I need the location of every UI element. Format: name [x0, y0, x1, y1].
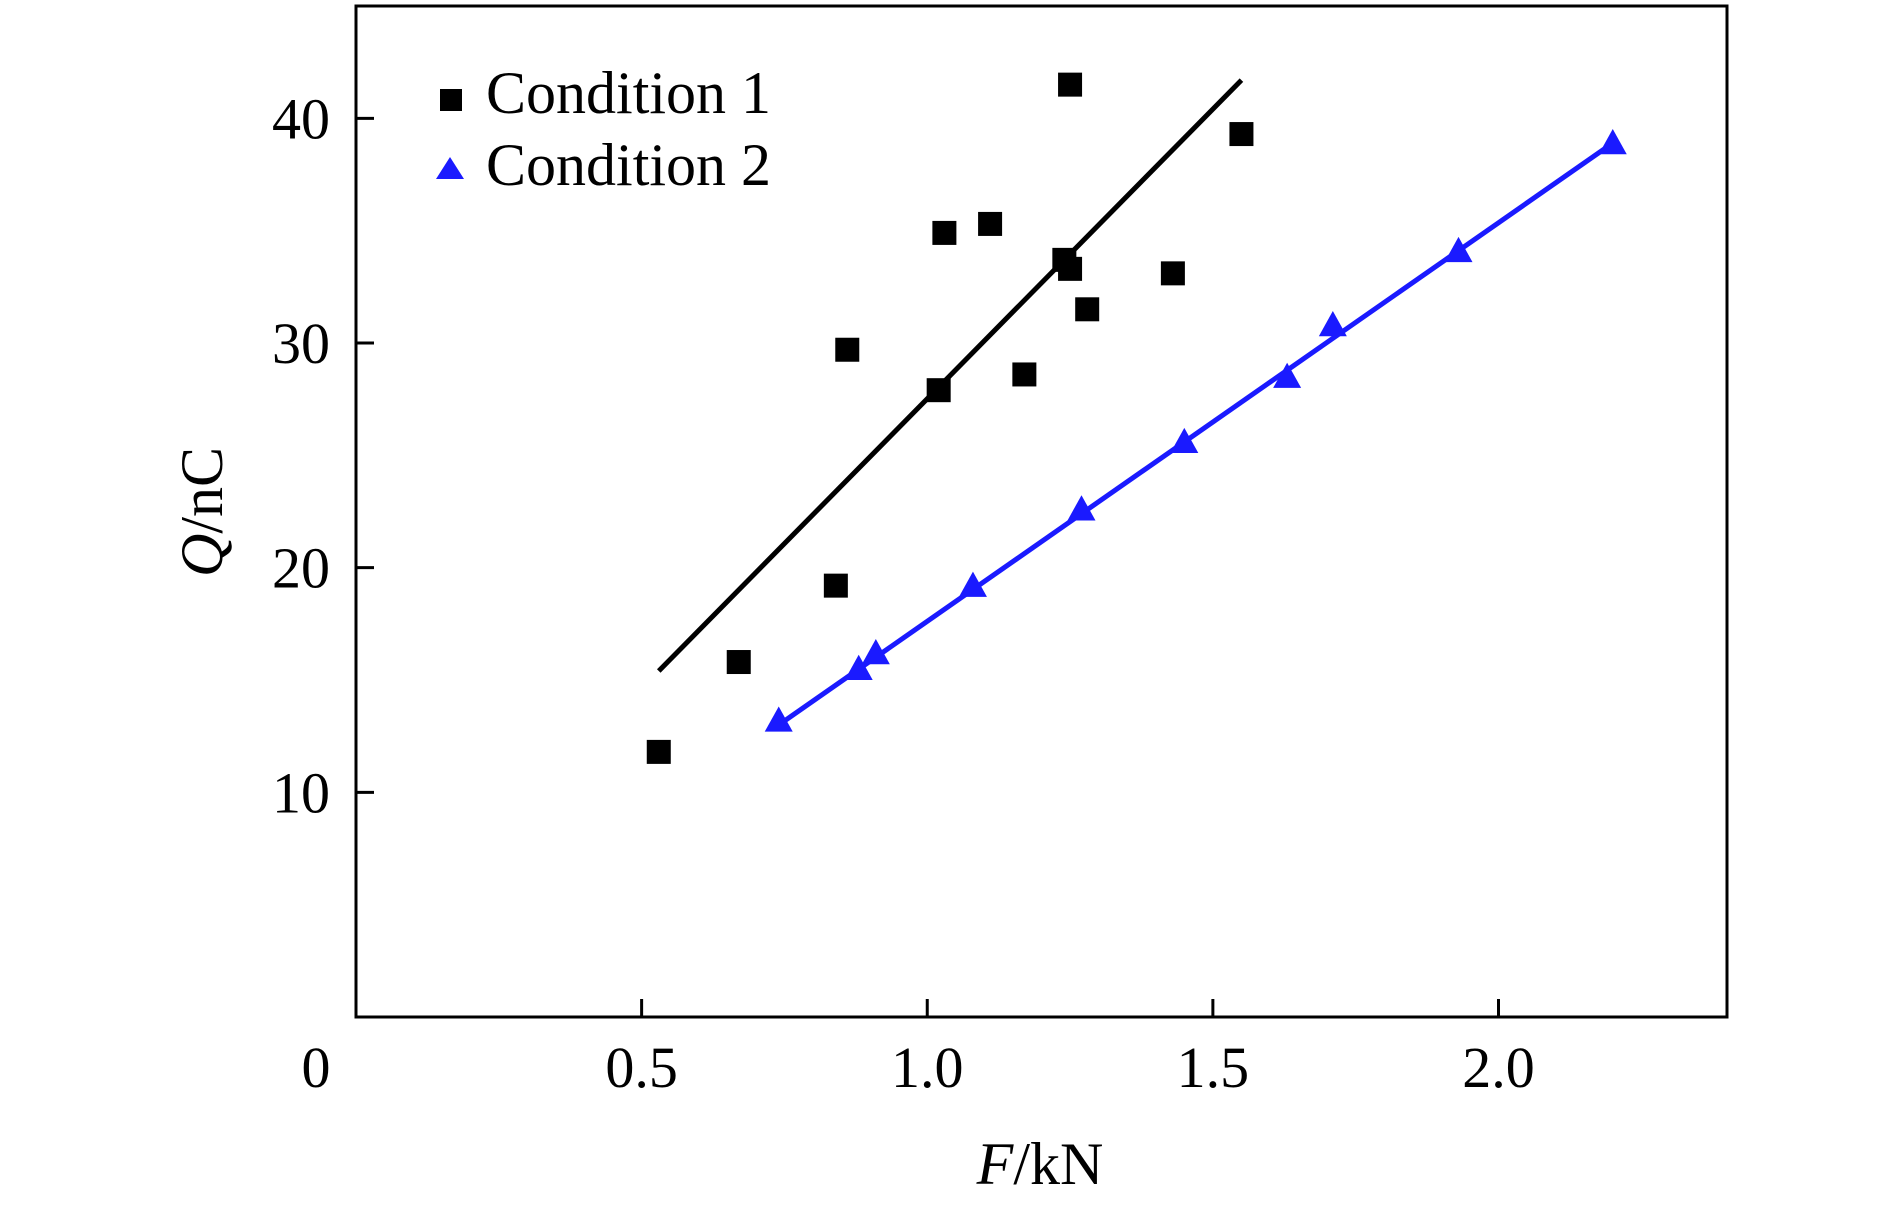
- x-axis-ticks: 0.5 1.0 1.5 2.0: [605, 999, 1535, 1100]
- marker-triangle: [1273, 362, 1302, 388]
- marker-square: [1160, 261, 1185, 286]
- marker-square: [1012, 362, 1037, 387]
- marker-triangle: [844, 654, 873, 680]
- marker-triangle: [1598, 129, 1627, 155]
- legend: Condition 1 Condition 2: [436, 60, 771, 198]
- marker-square: [978, 211, 1003, 236]
- x-axis-title: F/kN: [976, 1131, 1104, 1197]
- y-tick-label: 20: [272, 536, 330, 601]
- legend-label-condition-2: Condition 2: [486, 132, 771, 198]
- marker-square: [1229, 122, 1254, 147]
- marker-triangle: [1067, 495, 1096, 521]
- x-tick-label: 1.5: [1177, 1035, 1250, 1100]
- y-axis-title: Q/nC: [169, 447, 235, 577]
- fit-lines: [656, 78, 1615, 727]
- marker-square: [926, 378, 951, 403]
- origin-label: 0: [302, 1035, 331, 1100]
- fit-line-series-2: [777, 140, 1615, 727]
- marker-triangle: [764, 706, 793, 732]
- marker-triangle: [1170, 427, 1199, 454]
- x-tick-label: 0.5: [605, 1035, 678, 1100]
- y-tick-label: 40: [272, 86, 330, 151]
- marker-triangle: [1444, 236, 1473, 263]
- legend-square-marker: [440, 89, 462, 111]
- marker-square: [1058, 72, 1083, 97]
- marker-triangle: [1318, 311, 1347, 337]
- marker-square: [726, 650, 751, 675]
- marker-square: [932, 220, 957, 245]
- marker-square: [823, 573, 848, 598]
- marker-square: [835, 337, 860, 362]
- y-tick-label: 30: [272, 311, 330, 376]
- x-tick-label: 1.0: [891, 1035, 964, 1100]
- legend-swatches: [436, 89, 464, 179]
- marker-triangle: [861, 639, 890, 665]
- plot-frame: [354, 4, 1729, 1019]
- data-markers: [646, 72, 1627, 764]
- marker-triangle: [958, 571, 987, 597]
- y-tick-label: 10: [272, 760, 330, 825]
- marker-square: [646, 739, 671, 764]
- marker-square: [1058, 256, 1083, 281]
- legend-triangle-marker: [436, 157, 464, 179]
- y-axis-ticks: 10 20 30 40: [272, 86, 374, 825]
- fit-line-series-1: [656, 78, 1244, 673]
- x-tick-label: 2.0: [1462, 1035, 1535, 1100]
- marker-square: [1075, 297, 1100, 322]
- legend-label-condition-1: Condition 1: [486, 60, 771, 126]
